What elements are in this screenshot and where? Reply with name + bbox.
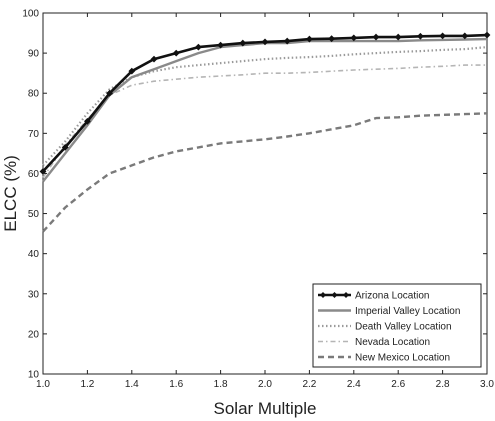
x-tick-label: 2.6 — [391, 379, 405, 390]
data-point — [306, 35, 313, 43]
data-point — [128, 67, 136, 75]
series-death-valley-location — [42, 46, 488, 167]
y-tick-label: 70 — [28, 129, 40, 140]
legend-item: Nevada Location — [318, 337, 430, 348]
data-point — [195, 43, 202, 51]
legend-marker — [331, 292, 338, 298]
data-point — [261, 38, 269, 46]
x-tick-label: 1.8 — [214, 379, 228, 390]
legend-label: New Mexico Location — [355, 353, 450, 364]
legend-label: Arizona Location — [355, 291, 430, 302]
data-point — [483, 31, 491, 39]
y-tick-label: 20 — [28, 329, 40, 340]
x-tick-label: 1.0 — [36, 379, 50, 390]
legend-label: Imperial Valley Location — [355, 306, 460, 317]
x-tick-label: 1.2 — [80, 379, 94, 390]
legend-item: New Mexico Location — [318, 353, 450, 364]
data-point — [61, 143, 69, 151]
y-tick-label: 80 — [28, 89, 40, 100]
data-point — [461, 32, 469, 40]
legend-box — [312, 283, 482, 368]
data-point — [239, 39, 247, 47]
series-line — [42, 46, 488, 167]
y-tick-label: 90 — [28, 49, 40, 60]
data-point — [350, 34, 358, 42]
ticks-layer: 1.0 1.2 1.4 1.6 1.8 2.0 2.2 2.4 2.6 2.8 3.0 10 20 30 4… — [22, 9, 494, 391]
data-point — [106, 89, 113, 97]
data-point — [394, 33, 402, 41]
legend-marker — [320, 292, 326, 298]
y-tick-label: 30 — [28, 289, 40, 300]
series-layer — [39, 31, 491, 233]
data-point — [150, 55, 158, 63]
series-line — [42, 64, 487, 178]
legend-item: Death Valley Location — [318, 322, 452, 333]
y-tick-label: 10 — [28, 370, 40, 381]
data-point — [328, 35, 335, 43]
x-tick-label: 2.2 — [302, 379, 316, 390]
legend-marker — [343, 292, 349, 298]
x-tick-label: 2.0 — [258, 379, 272, 390]
data-point — [172, 49, 180, 57]
y-tick-label: 40 — [28, 249, 40, 260]
data-point — [84, 117, 91, 125]
y-tick-label: 100 — [22, 9, 39, 20]
y-axis-title: ELCC (%) — [1, 155, 20, 232]
x-tick-label: 3.0 — [480, 379, 494, 390]
legend: Arizona Location Imperial Valley Location… — [312, 283, 482, 368]
x-tick-label: 2.4 — [347, 379, 361, 390]
legend-item: Imperial Valley Location — [318, 306, 460, 317]
data-point — [283, 37, 291, 45]
legend-label: Nevada Location — [355, 337, 430, 348]
data-point — [372, 33, 380, 41]
y-tick-label: 60 — [28, 169, 40, 180]
data-point — [217, 41, 224, 49]
x-tick-label: 1.6 — [169, 379, 183, 390]
x-axis-title: Solar Multiple — [214, 399, 317, 418]
data-point — [439, 32, 446, 40]
legend-label: Death Valley Location — [355, 322, 452, 333]
data-point — [417, 32, 424, 40]
series-arizona-location — [39, 31, 491, 175]
x-tick-label: 2.8 — [436, 379, 450, 390]
y-tick-label: 50 — [28, 209, 40, 220]
x-tick-label: 1.4 — [125, 379, 139, 390]
legend-item: Arizona Location — [318, 291, 430, 302]
series-nevada-location — [42, 64, 487, 178]
